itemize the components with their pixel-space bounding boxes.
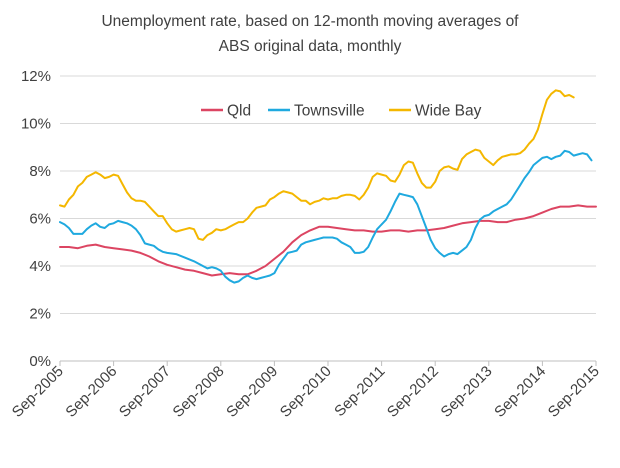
chart-title-line-2: ABS original data, monthly [219, 38, 402, 55]
x-tick-label: Sep-2006 [62, 363, 120, 421]
y-tick-label: 6% [29, 211, 51, 228]
series-line-townsville [59, 149, 593, 284]
x-tick-label: Sep-2007 [116, 363, 174, 421]
x-tick-label: Sep-2011 [331, 363, 388, 420]
series-lines [59, 89, 597, 284]
x-tick-label: Sep-2014 [491, 363, 549, 421]
y-tick-label: 8% [29, 163, 51, 180]
x-tick-label: Sep-2010 [277, 363, 335, 421]
y-axis-tick-labels: 0% 2% 4% 6% 8% 10% 12% [21, 68, 51, 370]
x-tick-label: Sep-2009 [223, 363, 281, 421]
x-tick-label: Sep-2008 [170, 363, 228, 421]
legend-label: Wide Bay [415, 103, 482, 120]
x-tick-label: Sep-2015 [545, 363, 603, 421]
legend-label: Qld [227, 103, 251, 120]
x-tick-label: Sep-2012 [384, 363, 442, 421]
y-tick-label: 12% [21, 68, 51, 85]
y-tick-label: 10% [21, 116, 51, 133]
y-tick-label: 2% [29, 306, 51, 323]
chart-title-line-1: Unemployment rate, based on 12-month mov… [101, 13, 519, 30]
series-line-qld [59, 204, 597, 277]
x-tick-label: Sep-2013 [438, 363, 496, 421]
gridlines [60, 75, 596, 362]
y-tick-label: 4% [29, 258, 51, 275]
legend: Qld Townsville Wide Bay [201, 103, 482, 120]
x-tick-label: Sep-2005 [9, 363, 67, 421]
y-tick-label: 0% [29, 353, 51, 370]
series-line-wide-bay [59, 89, 575, 241]
legend-label: Townsville [294, 103, 365, 120]
x-axis-tick-labels: Sep-2005Sep-2006Sep-2007Sep-2008Sep-2009… [9, 361, 603, 421]
